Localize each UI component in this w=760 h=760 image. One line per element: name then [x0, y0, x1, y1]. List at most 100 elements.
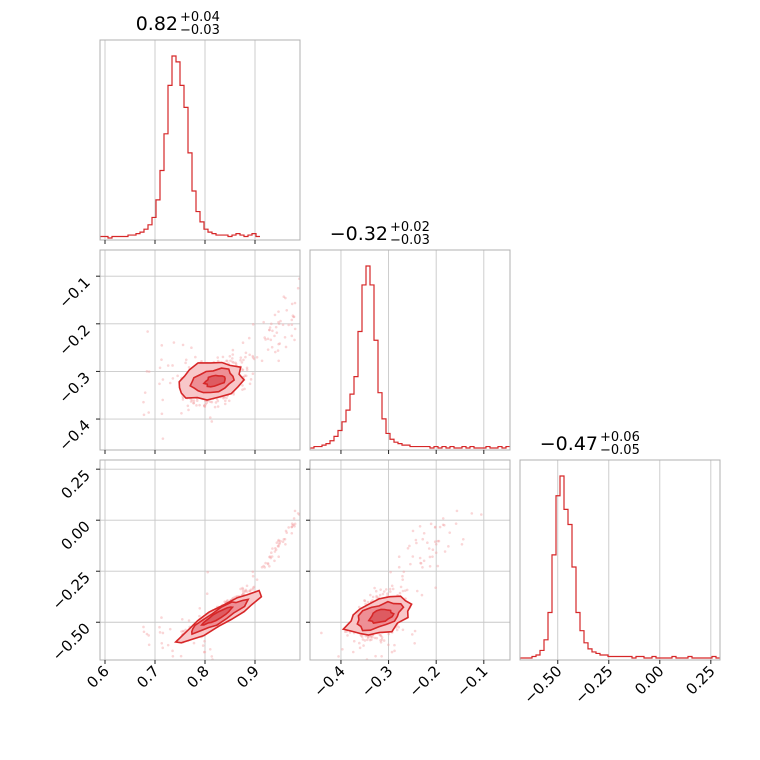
sample-point	[388, 587, 392, 591]
title-median: 0.82	[136, 13, 178, 35]
sample-point	[244, 355, 247, 359]
sample-point	[391, 587, 395, 591]
sample-point	[366, 660, 369, 663]
sample-point	[210, 400, 214, 404]
sample-point	[428, 555, 432, 559]
sample-point	[241, 592, 245, 596]
sample-point	[403, 589, 407, 592]
contour-fill-3	[368, 609, 394, 624]
y-tick-label: 0.25	[57, 466, 93, 502]
sample-point	[390, 650, 394, 654]
sample-point	[433, 526, 437, 529]
sample-point	[244, 374, 248, 378]
sample-point	[441, 517, 445, 520]
sample-point	[397, 626, 401, 629]
sample-point	[397, 555, 401, 559]
sample-point	[433, 540, 437, 544]
sample-point	[290, 525, 294, 529]
sample-point	[231, 360, 234, 364]
sample-point	[284, 296, 287, 300]
sample-point	[270, 555, 274, 558]
sample-point	[410, 633, 414, 636]
sample-point	[431, 555, 434, 558]
sample-point	[241, 368, 245, 372]
panel-frame	[309, 459, 511, 661]
sample-point	[437, 539, 441, 543]
sample-point	[277, 538, 280, 542]
x-tick-label: 0.00	[631, 662, 667, 698]
sample-point	[281, 540, 285, 544]
sample-point	[216, 359, 220, 363]
x-tick-label: 0.25	[682, 662, 718, 698]
contour-line-3	[202, 374, 226, 388]
sample-point	[192, 641, 196, 645]
sample-point	[358, 646, 362, 650]
sample-point	[406, 546, 410, 550]
sample-point	[166, 364, 170, 367]
sample-point	[287, 526, 290, 529]
contour-fill-3	[201, 607, 233, 625]
sample-point	[296, 512, 300, 515]
sample-point	[401, 589, 405, 593]
panel-content	[142, 277, 300, 440]
sample-point	[395, 628, 399, 632]
sample-point	[214, 401, 218, 404]
sample-point	[360, 635, 364, 639]
y-tick-label: −0.4	[55, 416, 93, 454]
sample-point	[142, 400, 145, 404]
sample-point	[379, 633, 382, 637]
sample-point	[363, 599, 367, 603]
sample-point	[277, 310, 280, 313]
sample-point	[221, 355, 225, 359]
sample-point	[390, 584, 394, 588]
sample-point	[182, 630, 186, 633]
sample-point	[255, 355, 259, 359]
sample-point	[421, 566, 424, 569]
sample-point	[387, 643, 390, 647]
sample-point	[380, 638, 384, 641]
sample-point	[204, 402, 208, 406]
sample-point	[285, 308, 289, 312]
sample-point	[419, 561, 422, 565]
sample-point	[275, 331, 279, 334]
sample-point	[161, 398, 165, 402]
sample-point	[382, 590, 386, 593]
sample-point	[243, 590, 247, 593]
sample-point	[293, 525, 296, 528]
sample-point	[441, 523, 445, 527]
sample-point	[292, 315, 296, 319]
sample-point	[479, 513, 483, 516]
sample-point	[251, 574, 255, 578]
sample-point	[374, 654, 377, 658]
sample-point	[203, 404, 206, 407]
x-tick-label: 0.6	[83, 662, 113, 692]
sample-point	[186, 404, 190, 408]
sample-point	[268, 328, 271, 332]
sample-point	[352, 639, 356, 643]
sample-point	[203, 650, 207, 654]
sample-point	[208, 647, 212, 651]
sample-point	[245, 366, 249, 370]
sample-point	[160, 344, 164, 347]
sample-point	[243, 387, 246, 391]
sample-point	[216, 356, 220, 359]
panel-content	[310, 265, 510, 450]
sample-point	[241, 388, 244, 391]
sample-point	[276, 544, 280, 548]
sample-point	[279, 539, 282, 543]
title-err-minus: −0.03	[180, 23, 220, 38]
panel-content	[520, 475, 720, 660]
sample-point	[292, 517, 296, 520]
sample-point	[337, 655, 340, 658]
sample-point	[232, 361, 235, 364]
panel-frame	[99, 459, 301, 661]
sample-point	[293, 522, 297, 526]
contour-line-3	[200, 606, 235, 626]
title-median: −0.47	[540, 433, 598, 455]
sample-point	[434, 542, 438, 546]
panel-frame	[99, 39, 301, 241]
sample-point	[184, 361, 187, 365]
sample-point	[205, 401, 209, 405]
sample-points	[142, 509, 300, 660]
sample-point	[448, 531, 452, 534]
